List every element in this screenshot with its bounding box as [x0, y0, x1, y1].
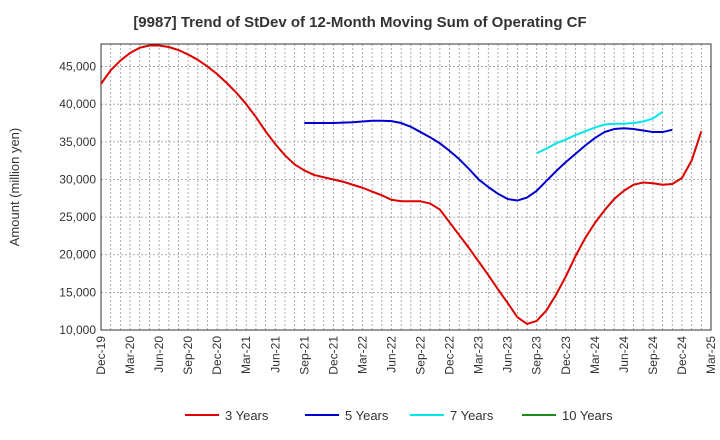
- x-tick-label: Jun-22: [384, 336, 398, 373]
- y-tick-label: 20,000: [59, 248, 96, 262]
- x-tick-label: Jun-23: [501, 336, 515, 373]
- y-tick-labels: 10,000 15,000 20,000 25,000 30,000 35,000 40,0…: [59, 60, 96, 337]
- axes: [100, 43, 712, 331]
- x-tick-label: Jun-24: [617, 336, 631, 373]
- x-tick-label: Mar-24: [588, 336, 602, 374]
- series-line-3-years: [100, 44, 703, 325]
- y-tick-label: 15,000: [59, 285, 96, 299]
- x-tick-label: Mar-20: [123, 336, 137, 374]
- x-tick-label: Sep-24: [646, 336, 660, 375]
- x-tick-label: Sep-21: [297, 336, 311, 375]
- x-tick-label: Mar-25: [704, 336, 718, 374]
- y-tick-label: 35,000: [59, 135, 96, 149]
- y-tick-label: 10,000: [59, 323, 96, 337]
- plot-frame: [100, 43, 712, 331]
- series-line-7-years: [536, 110, 664, 155]
- legend-label: 3 Years: [225, 408, 269, 423]
- x-tick-label: Sep-23: [530, 336, 544, 375]
- x-tick-labels: Dec-19 Mar-20 Jun-20 Sep-20 Dec-20 Mar-21 Jun-…: [94, 336, 718, 375]
- x-tick-label: Dec-19: [94, 336, 108, 375]
- chart-title: [9987] Trend of StDev of 12-Month Moving…: [133, 14, 587, 31]
- x-tick-label: Dec-24: [675, 336, 689, 375]
- legend-label: 7 Years: [450, 408, 494, 423]
- y-tick-label: 30,000: [59, 172, 96, 186]
- y-tick-label: 45,000: [59, 60, 96, 74]
- x-tick-label: Mar-23: [472, 336, 486, 374]
- legend: 3 Years 5 Years 7 Years 10 Years: [185, 408, 613, 423]
- grid-lines: [101, 44, 711, 331]
- legend-label: 10 Years: [562, 408, 613, 423]
- x-tick-label: Dec-23: [559, 336, 573, 375]
- series-line-5-years: [304, 119, 673, 202]
- x-tick-label: Dec-22: [443, 336, 457, 375]
- x-tick-label: Sep-22: [414, 336, 428, 375]
- x-tick-label: Mar-21: [239, 336, 253, 374]
- x-tick-label: Jun-20: [152, 336, 166, 373]
- series-layer: [100, 44, 703, 325]
- y-tick-label: 25,000: [59, 210, 96, 224]
- x-tick-label: Sep-20: [181, 336, 195, 375]
- x-tick-label: Jun-21: [268, 336, 282, 373]
- legend-label: 5 Years: [345, 408, 389, 423]
- x-tick-label: Dec-21: [326, 336, 340, 375]
- y-axis-label: Amount (million yen): [7, 128, 22, 247]
- x-tick-label: Dec-20: [210, 336, 224, 375]
- y-tick-label: 40,000: [59, 97, 96, 111]
- x-tick-label: Mar-22: [355, 336, 369, 374]
